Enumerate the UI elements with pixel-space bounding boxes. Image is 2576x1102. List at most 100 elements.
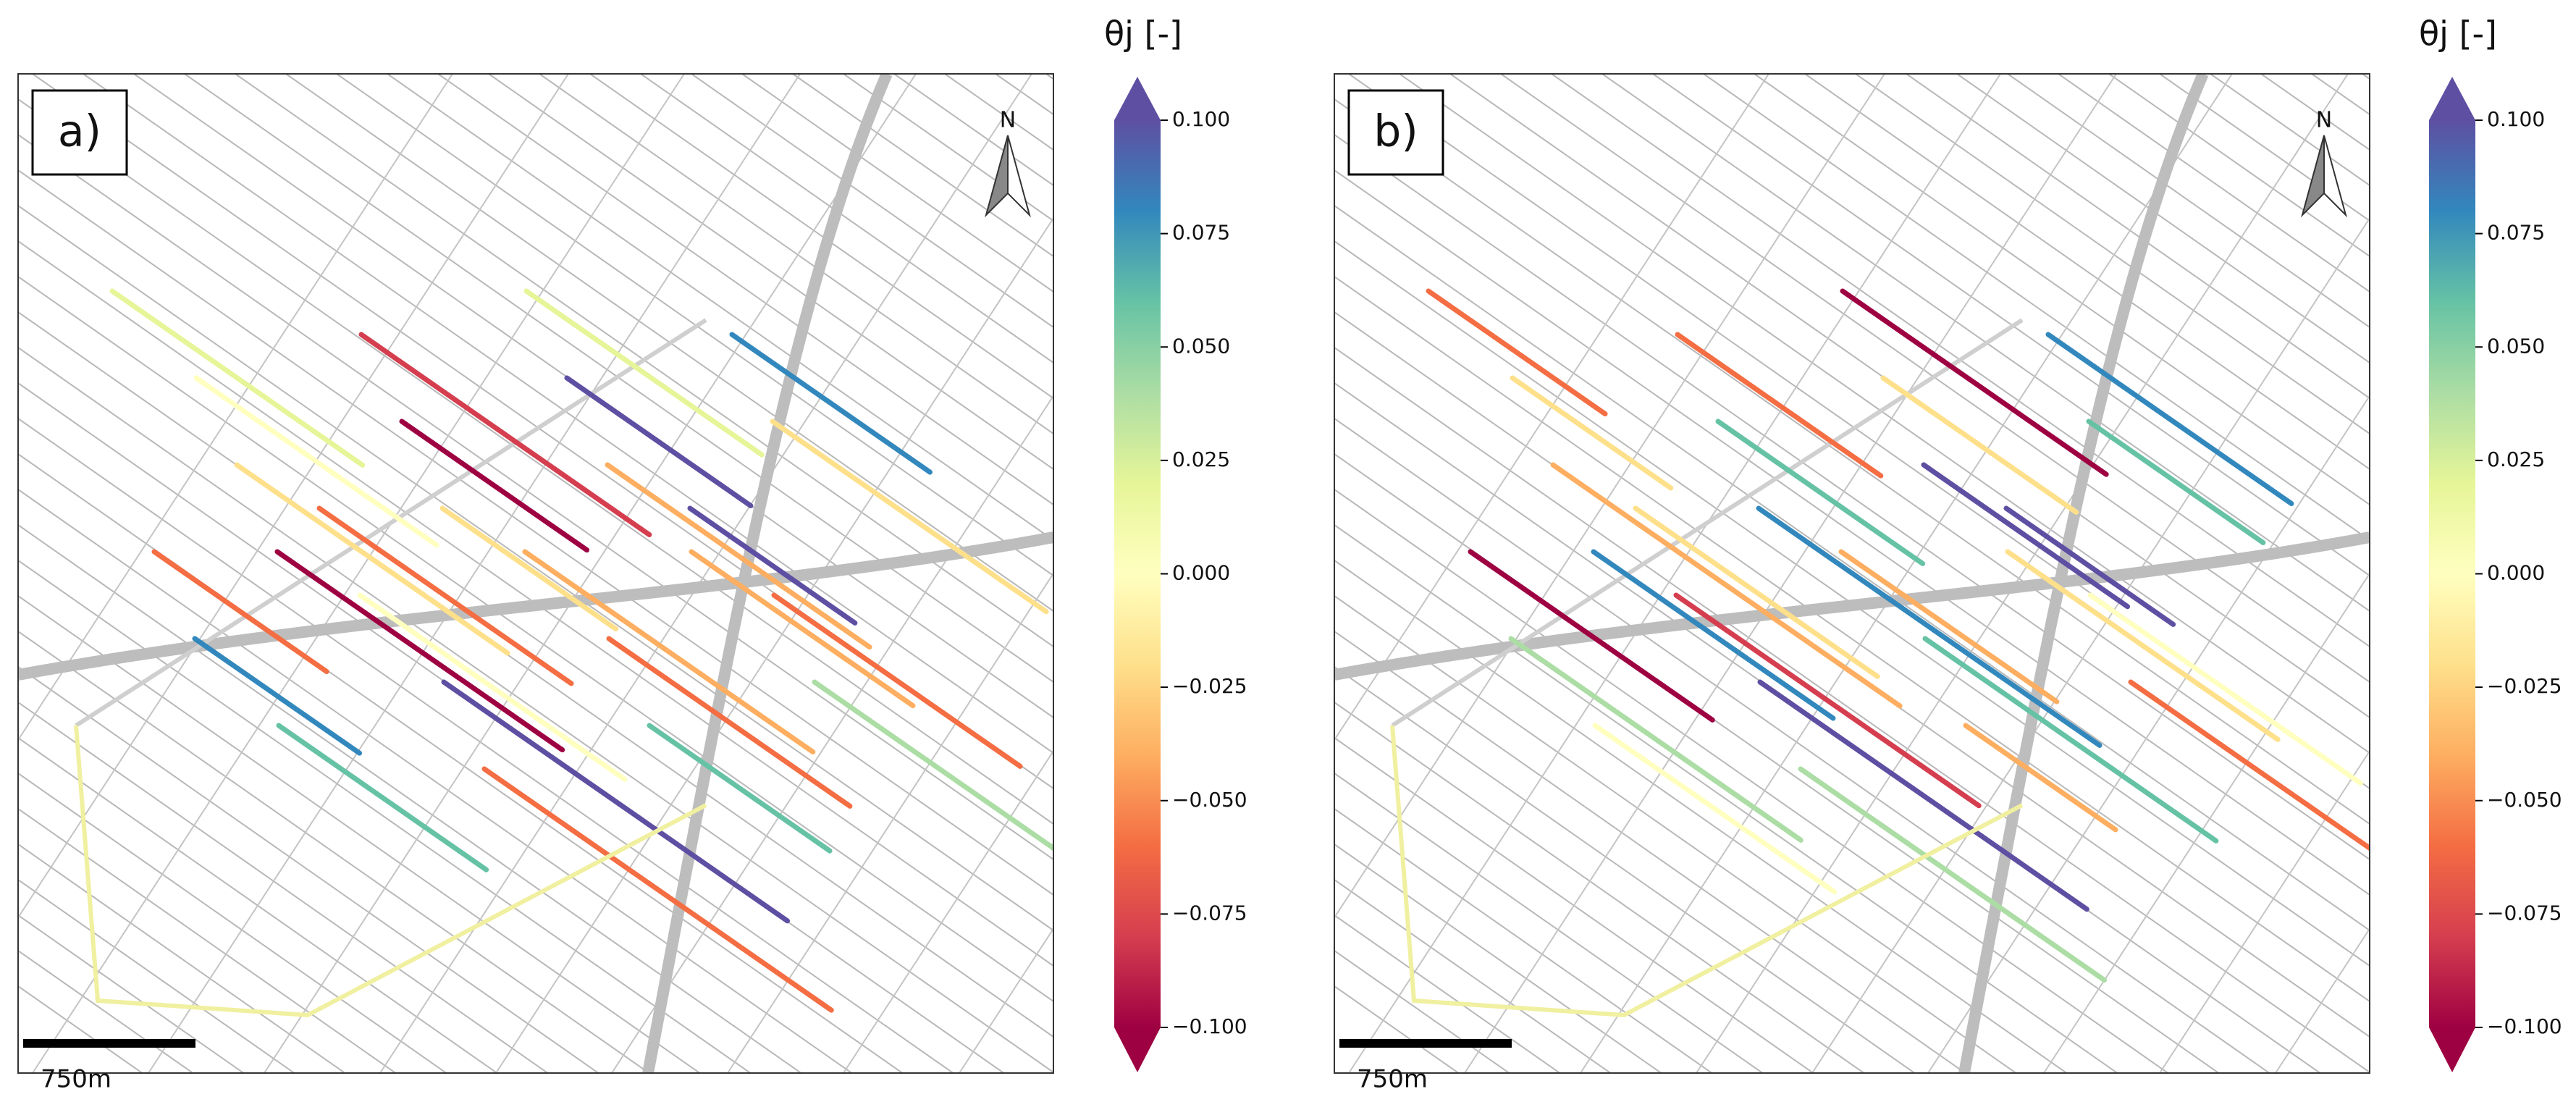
parcel-line [2565, 74, 2576, 1088]
colorbar-tick-label: −0.050 [2487, 788, 2562, 812]
parcel-line [1334, 914, 1562, 1073]
canal [192, 636, 363, 756]
parcel-line [148, 74, 801, 1073]
parcel-line [1334, 807, 1714, 1073]
colorbar-tick-label: −0.025 [2487, 674, 2562, 698]
parcel-line [1601, 74, 2370, 613]
parcel-line [1334, 74, 1885, 920]
north-arrow-right [2323, 135, 2347, 218]
parcel-line [1399, 74, 2370, 754]
parcel-line [1334, 630, 1967, 1073]
map-frame [1334, 73, 2370, 1074]
canal [399, 418, 590, 553]
colorbar-tick-label: 0.050 [2487, 334, 2545, 358]
canal [357, 592, 628, 782]
parcel-line [1334, 594, 2018, 1073]
scale-bar [1339, 1039, 1512, 1048]
parcel-line [1956, 74, 2370, 364]
parcel-line [1334, 169, 2370, 896]
colorbar-min [2429, 1027, 2475, 1072]
parcel-line [2159, 749, 2370, 1073]
canal [1592, 723, 1838, 895]
colorbar-title: θj [-] [2419, 14, 2497, 54]
parcel-line [18, 807, 397, 1073]
parcel-line [18, 275, 1053, 1003]
parcel-line [18, 630, 651, 1073]
canal [1673, 592, 1982, 809]
colorbar-tick-label: −0.100 [2487, 1014, 2562, 1038]
parcel-line [1754, 74, 2370, 506]
parcel-line [1855, 74, 2370, 435]
canal [2045, 332, 2294, 507]
parcel-line [437, 74, 1053, 506]
parcel-line [18, 240, 1053, 967]
parcel-line [379, 74, 1032, 1073]
parcel-line [18, 878, 296, 1073]
parcel-line [18, 594, 702, 1073]
map-frame [17, 73, 1054, 1074]
parcel-line [18, 204, 1053, 932]
parcel-line [1580, 74, 2233, 1073]
parcel-line [539, 74, 1053, 435]
highway [1958, 74, 2209, 1073]
canal [439, 505, 619, 632]
canal [1798, 766, 2107, 983]
parcel-line [264, 74, 917, 1073]
canal [1633, 505, 1880, 679]
colorbar-tick-label: 0.050 [1172, 334, 1230, 358]
canal [1715, 418, 1926, 566]
canal [1550, 462, 1903, 709]
parcel-line [18, 665, 600, 1073]
canal [234, 462, 510, 656]
parcel-line [133, 74, 1053, 719]
parcel-line [1334, 346, 2370, 1073]
canal [1591, 549, 1836, 721]
parcel-line [1334, 275, 2370, 1003]
canal [770, 418, 1049, 615]
canal [274, 549, 565, 753]
parcel-line [2108, 74, 2370, 258]
parcel-line [387, 74, 1053, 542]
parcel-line [18, 843, 347, 1073]
colorbar-tick-label: 0.100 [1172, 107, 1230, 131]
colorbar-tick-label: 0.075 [2487, 221, 2545, 245]
parcel-line [1334, 701, 1866, 1073]
highway [18, 531, 1053, 681]
parcel-line [2007, 74, 2370, 329]
parcel-line [1334, 772, 1764, 1073]
parcel-line [18, 74, 453, 741]
parcel-line [18, 417, 955, 1073]
parcel-line [1696, 74, 2349, 1073]
parcel-line [1334, 559, 2068, 1073]
parcel-line [1348, 74, 2001, 1073]
canal [2005, 549, 2281, 742]
colorbar-max [2429, 77, 2475, 120]
parcel-line [18, 914, 245, 1073]
canal [606, 636, 853, 809]
canal [1426, 288, 1608, 417]
parcel-line [18, 523, 803, 1073]
parcel-line [1334, 74, 1769, 741]
north-arrow-right [1007, 135, 1031, 218]
canal [812, 679, 1053, 851]
canal [316, 505, 574, 686]
canal [2128, 679, 2370, 851]
canal [605, 462, 872, 650]
scale-bar [23, 1039, 195, 1048]
parcel-line [1334, 736, 1815, 1073]
canal [522, 549, 816, 755]
colorbar-min [1114, 1027, 1161, 1072]
parcel-line [235, 74, 1053, 648]
parcel-line [1551, 74, 2370, 648]
colorbar-tick-label: 0.100 [2487, 107, 2545, 131]
canal [481, 766, 834, 1013]
colorbar-tick-label: −0.100 [1172, 1014, 1247, 1038]
canal [687, 505, 858, 626]
parcel-line [2043, 572, 2370, 1073]
canal [441, 679, 791, 924]
colorbar-tick-label: 0.075 [1172, 221, 1230, 245]
parcel-line [1652, 74, 2370, 577]
parcel-line [1449, 74, 2370, 719]
parcel-line [18, 701, 550, 1073]
parcel-line [691, 74, 1053, 329]
